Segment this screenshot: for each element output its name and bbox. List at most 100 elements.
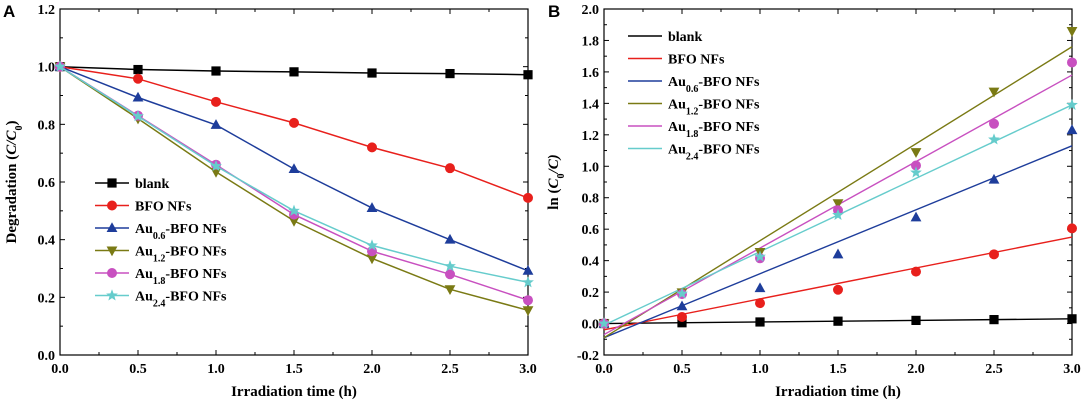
data-point-bfo [989, 249, 999, 260]
legend-label: BFO NFs [668, 53, 725, 68]
series-bfo [55, 61, 533, 203]
legend-label-main: blank [135, 177, 169, 192]
legend-label-rest: -BFO NFs [698, 120, 760, 135]
legend-label-subscript: 2.4 [686, 151, 699, 162]
series-au24 [54, 60, 534, 288]
data-point-au06 [132, 91, 144, 102]
data-point-au18 [989, 118, 999, 129]
series-bfo [599, 223, 1077, 329]
data-point-blank [289, 67, 299, 77]
legend-label-rest: -BFO NFs [698, 98, 760, 113]
y-axis-label-part: ) [4, 121, 20, 126]
data-point-bfo [523, 192, 533, 203]
x-tick-label: 0.0 [595, 362, 613, 377]
y-tick-label: 1.0 [582, 160, 600, 175]
panel-b-kinetics-chart: 0.0 0.5 1.0 1.5 2.0 2.5 3.0-0.20.00.20.40.60.8… [546, 2, 1081, 400]
legend-item-au24: Au2.4-BFO NFs [628, 143, 760, 163]
data-point-au24 [522, 276, 534, 288]
legend-item-blank: blank [95, 177, 169, 192]
data-point-blank [755, 317, 765, 327]
y-axis-label-part: Degradation ( [4, 155, 20, 244]
legend-marker [107, 268, 117, 278]
y-axis-label-part: 0 [14, 126, 25, 131]
data-point-au06 [366, 202, 378, 212]
data-point-blank [211, 66, 221, 76]
series-au24 [598, 98, 1078, 329]
legend-marker [107, 200, 117, 211]
data-point-bfo [289, 117, 299, 128]
legend-label: Au1.8-BFO NFs [668, 120, 760, 140]
data-point-au24 [598, 317, 610, 329]
legend-item-bfo: BFO NFs [628, 53, 725, 68]
data-point-au06 [676, 300, 688, 311]
data-point-bfo [445, 163, 455, 174]
legend-item-au18: Au1.8-BFO NFs [628, 120, 760, 140]
data-point-au12 [288, 216, 300, 227]
y-axis-label-part: C/C [4, 130, 20, 155]
y-tick-label: 0.8 [582, 192, 600, 207]
y-axis-label-part: 0 [556, 173, 567, 178]
legend-label-main: Au [135, 222, 153, 237]
legend-label-main: Au [668, 120, 686, 135]
y-tick-label: 1.8 [582, 34, 600, 49]
x-axis-label: Irradiation time (h) [231, 384, 357, 400]
data-point-au12 [1066, 27, 1078, 37]
data-point-bfo [911, 266, 921, 277]
legend-label-main: Au [668, 75, 686, 90]
legend-label-main: Au [668, 98, 686, 113]
legend-label: Au2.4-BFO NFs [668, 143, 760, 163]
y-tick-label: -0.2 [577, 349, 599, 364]
data-point-au18 [911, 160, 921, 171]
x-tick-label: 1.0 [207, 362, 225, 377]
data-point-blank [911, 315, 921, 325]
legend-label-subscript: 0.6 [153, 231, 166, 242]
legend-label: Au1.8-BFO NFs [135, 267, 227, 287]
data-point-au24 [210, 159, 222, 172]
panel-a-degradation-chart: 0.0 0.5 1.0 1.5 2.0 2.5 3.0 0.0 0.2 0.4 0.6 0.8 1.0 1… [3, 2, 537, 400]
y-axis-label-part: C [546, 177, 562, 188]
y-tick-label: 0.0 [38, 349, 56, 364]
legend-label-subscript: 0.6 [686, 84, 699, 95]
legend-marker [106, 246, 118, 257]
legend-label-main: Au [135, 290, 153, 305]
legend-label-subscript: 2.4 [153, 298, 166, 309]
y-axis-label-part: ln ( [546, 188, 562, 209]
data-point-au24 [288, 204, 300, 216]
series-au06 [54, 60, 534, 275]
data-point-au24 [54, 60, 66, 72]
x-tick-label: 0.5 [673, 362, 691, 377]
x-tick-label: 2.0 [907, 362, 925, 377]
y-tick-label: 2.0 [582, 3, 600, 18]
data-point-au12 [444, 285, 456, 296]
y-tick-label: 1.4 [582, 97, 600, 112]
legend-label-rest: -BFO NFs [698, 143, 760, 158]
legend-label: blank [135, 177, 169, 192]
legend-marker [106, 222, 118, 232]
x-tick-label: 2.0 [363, 362, 381, 377]
data-point-au24 [754, 250, 766, 262]
data-point-au12 [988, 87, 1000, 98]
legend-label-rest: -BFO NFs [165, 222, 227, 237]
y-tick-label: 0.4 [38, 234, 56, 249]
data-point-au24 [366, 239, 378, 251]
data-point-au06 [1066, 124, 1078, 135]
data-point-au12 [832, 199, 844, 210]
x-tick-label: 2.5 [985, 362, 1003, 377]
y-tick-label: 0.8 [38, 118, 56, 133]
data-point-blank [677, 318, 687, 328]
data-point-au24 [910, 166, 922, 178]
legend-label-rest: -BFO NFs [698, 75, 760, 90]
panel-letter: B [548, 2, 560, 21]
y-tick-label: 0.2 [38, 291, 56, 306]
legend-item-au24: Au2.4-BFO NFs [95, 289, 227, 309]
plot-frame [59, 8, 529, 356]
data-point-au12 [910, 148, 922, 158]
legend-label-main: Au [135, 245, 153, 260]
y-axis-label: ln (C0/C) [546, 154, 567, 209]
x-tick-label: 3.0 [519, 362, 537, 377]
series-line-au18 [59, 66, 529, 301]
fit-line-au06 [603, 145, 1073, 339]
data-point-au06 [910, 211, 922, 222]
